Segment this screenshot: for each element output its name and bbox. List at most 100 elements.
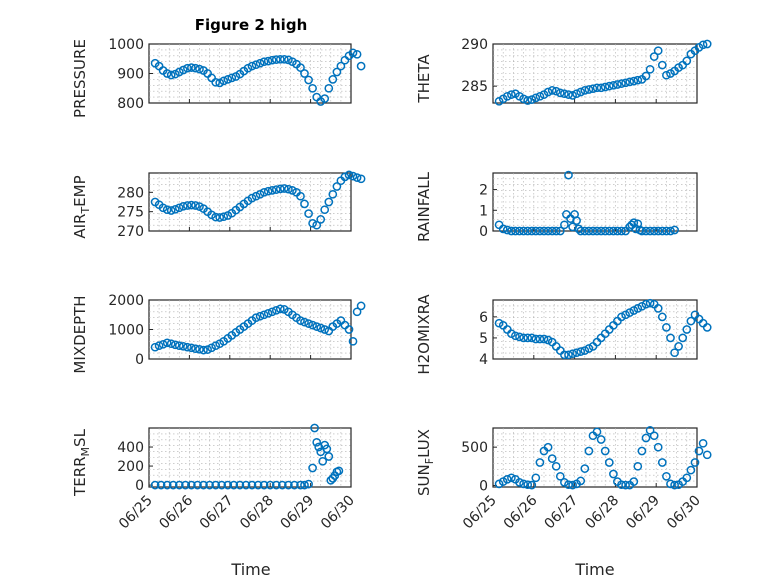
- data-point: [596, 226, 606, 236]
- data-point: [263, 56, 273, 66]
- data-point: [531, 93, 541, 103]
- data-point: [348, 336, 358, 346]
- data-point: [580, 464, 590, 473]
- data-point: [187, 343, 196, 353]
- data-point: [300, 317, 309, 327]
- data-point: [498, 224, 508, 234]
- data-point: [247, 480, 257, 490]
- data-point: [312, 437, 322, 447]
- data-point: [227, 73, 237, 83]
- data-point: [235, 480, 245, 490]
- data-point: [686, 465, 696, 475]
- data-point: [547, 86, 557, 95]
- x-tick-label: 06/28: [582, 493, 622, 533]
- data-point: [613, 226, 622, 236]
- data-point: [300, 199, 309, 209]
- data-point: [670, 348, 679, 358]
- data-point: [174, 480, 184, 490]
- data-point: [657, 226, 667, 236]
- data-point: [322, 444, 332, 454]
- data-point: [535, 458, 545, 467]
- data-point: [657, 458, 667, 467]
- data-point: [187, 480, 196, 490]
- data-point: [300, 480, 309, 490]
- data-point: [560, 350, 569, 360]
- data-point: [251, 313, 261, 323]
- data-point: [649, 431, 659, 441]
- x-tick-label: 06/26: [156, 492, 196, 532]
- data-point: [617, 480, 626, 490]
- subplot-2: 270 275 280 AIRTEMP: [71, 170, 366, 240]
- y-tick-label: 0: [479, 224, 488, 240]
- data-point: [251, 60, 261, 70]
- y-axis-label-0: PRESSURE: [71, 39, 89, 118]
- data-point: [604, 81, 614, 91]
- data-point: [653, 442, 663, 452]
- data-point: [576, 347, 586, 356]
- data-point: [284, 55, 293, 65]
- data-point: [515, 478, 524, 487]
- y-axis-label-3: RAINFALL: [415, 171, 433, 242]
- data-point: [682, 473, 692, 483]
- data-point: [625, 308, 635, 317]
- data-point: [308, 83, 317, 93]
- data-point: [166, 339, 176, 349]
- data-point: [255, 311, 265, 321]
- data-point: [312, 220, 322, 230]
- data-point: [604, 226, 614, 236]
- data-point: [609, 80, 618, 90]
- y-axis-label-4: MIXDEPTH: [71, 295, 89, 373]
- subplot-6: 0 200 400 06/25 06/26 06/27 06/28 06/29 06/30 TER…: [71, 423, 358, 532]
- data-point: [645, 64, 655, 74]
- data-point: [183, 201, 192, 210]
- data-point: [181, 480, 190, 490]
- data-point: [543, 335, 553, 345]
- data-point: [564, 480, 573, 490]
- data-point: [199, 480, 208, 490]
- data-point: [162, 205, 172, 215]
- data-point: [304, 75, 313, 85]
- data-point: [502, 474, 512, 484]
- data-point: [515, 332, 524, 342]
- data-point: [348, 171, 358, 181]
- data-point: [211, 77, 221, 87]
- data-point: [219, 212, 229, 222]
- data-point: [609, 469, 618, 479]
- y-tick-label: 2: [479, 183, 488, 199]
- data-point: [205, 480, 214, 490]
- data-point: [332, 67, 342, 77]
- data-point: [203, 345, 212, 354]
- data-point: [494, 318, 504, 328]
- data-point: [519, 94, 528, 104]
- data-point: [551, 461, 561, 471]
- data-point: [174, 203, 184, 213]
- data-point: [653, 304, 663, 313]
- data-point: [316, 323, 326, 333]
- data-point: [641, 433, 651, 443]
- y-tick-label: 275: [117, 205, 144, 221]
- data-point: [162, 338, 172, 348]
- data-point: [527, 95, 537, 104]
- subplot-0: 800 900 1000 PRESSURE: [71, 37, 366, 118]
- data-point: [637, 301, 647, 311]
- data-point: [275, 184, 285, 194]
- data-point: [682, 56, 692, 66]
- data-point: [698, 318, 708, 328]
- data-point: [547, 454, 557, 463]
- data-point: [547, 226, 557, 236]
- data-point: [211, 212, 221, 222]
- data-point: [229, 480, 239, 490]
- data-point: [523, 480, 533, 490]
- x-tick-label: 06/27: [542, 493, 582, 533]
- y-axis-label-2: AIRTEMP: [71, 175, 92, 238]
- data-point: [168, 480, 178, 490]
- data-point: [247, 61, 257, 71]
- data-point: [183, 342, 192, 352]
- data-point: [318, 456, 328, 466]
- data-point: [219, 76, 229, 86]
- data-point: [564, 170, 573, 180]
- x-tick-label: 06/30: [664, 493, 704, 533]
- data-point: [576, 87, 586, 97]
- data-point: [641, 71, 651, 81]
- data-point: [584, 446, 594, 456]
